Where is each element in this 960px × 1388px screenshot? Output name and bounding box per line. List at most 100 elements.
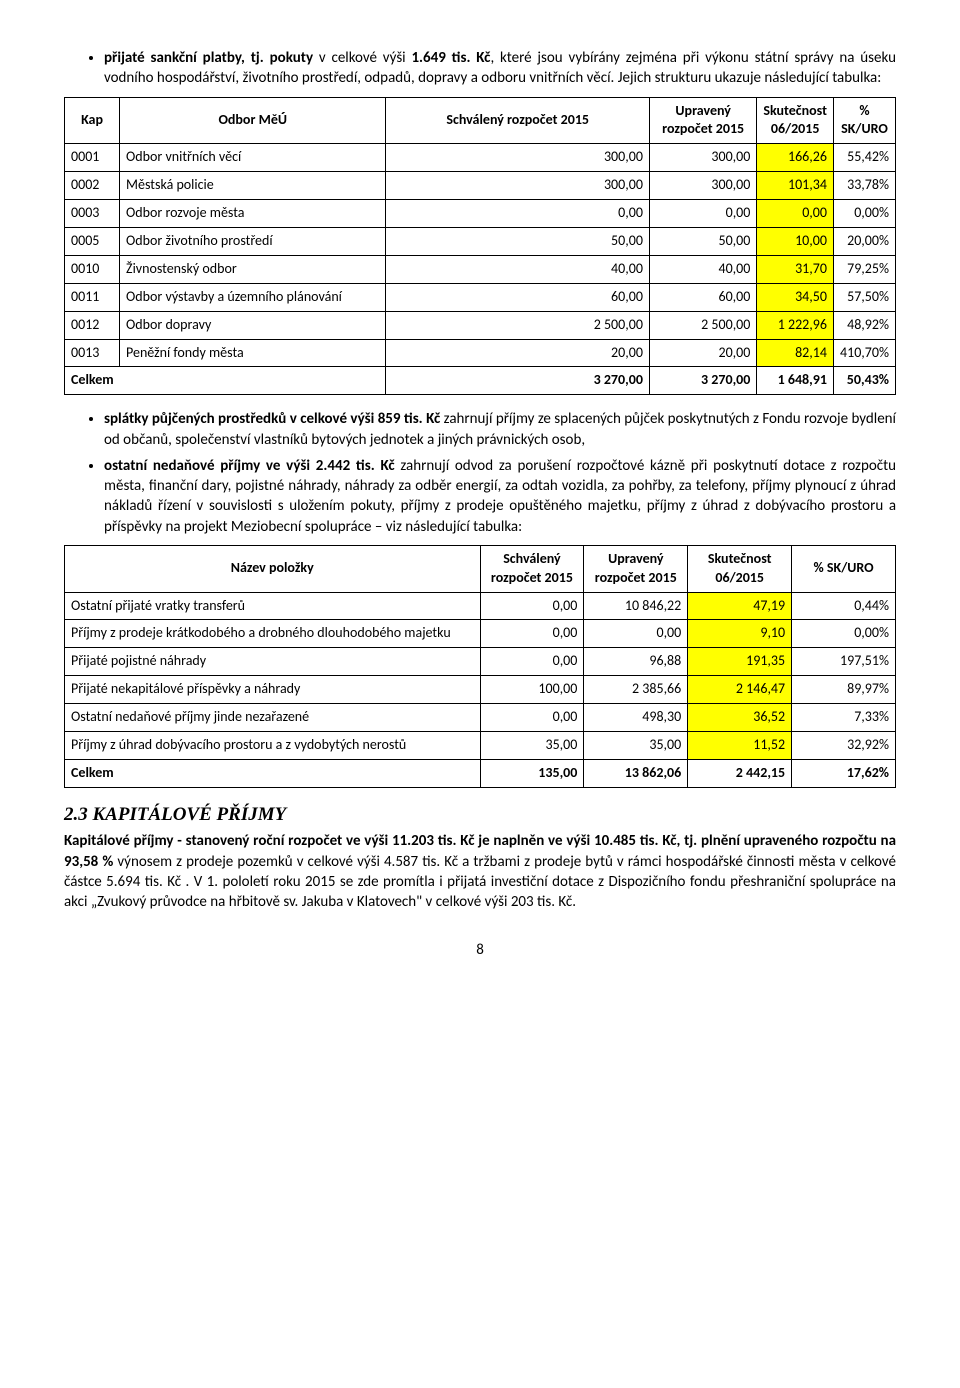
table-cell: Celkem xyxy=(65,367,386,395)
table-row: 0005Odbor životního prostředí50,0050,001… xyxy=(65,227,896,255)
table-cell: Odbor životního prostředí xyxy=(120,227,386,255)
table-cell: 9,10 xyxy=(688,620,792,648)
bullet-strong: ostatní nedaňové příjmy ve výši 2.442 ti… xyxy=(104,457,395,475)
table-cell: 0,00 xyxy=(584,620,688,648)
table-cell: 50,00 xyxy=(386,227,650,255)
table-row: 0002Městská policie300,00300,00101,3433,… xyxy=(65,172,896,200)
table-total-row: Celkem135,0013 862,062 442,1517,62% xyxy=(65,759,896,787)
table-cell: 0001 xyxy=(65,144,120,172)
table-cell: 1 222,96 xyxy=(757,311,834,339)
table-cell: 0,00 xyxy=(649,200,756,228)
table-cell: 2 385,66 xyxy=(584,676,688,704)
table-cell: Odbor výstavby a územního plánování xyxy=(120,283,386,311)
table-cell: 0012 xyxy=(65,311,120,339)
table-cell: 10,00 xyxy=(757,227,834,255)
table-cell: 48,92% xyxy=(833,311,895,339)
table-cell: 0,00 xyxy=(757,200,834,228)
table-cell: 40,00 xyxy=(649,255,756,283)
th-nazev: Název položky xyxy=(65,545,481,592)
table-cell: Přijaté pojistné náhrady xyxy=(65,648,481,676)
table-cell: 20,00 xyxy=(649,339,756,367)
table-row: Příjmy z prodeje krátkodobého a drobného… xyxy=(65,620,896,648)
table-cell: 0011 xyxy=(65,283,120,311)
table-cell: Celkem xyxy=(65,759,481,787)
table-cell: 100,00 xyxy=(480,676,584,704)
table-cell: Ostatní nedaňové příjmy jinde nezařazené xyxy=(65,704,481,732)
table-polozky: Název položky Schválený rozpočet 2015 Up… xyxy=(64,545,896,788)
bullet-mid: v celkové výši xyxy=(313,49,411,67)
table-row: 0012Odbor dopravy2 500,002 500,001 222,9… xyxy=(65,311,896,339)
table-row: 0001Odbor vnitřních věcí300,00300,00166,… xyxy=(65,144,896,172)
table-cell: 300,00 xyxy=(386,144,650,172)
table-cell: 35,00 xyxy=(480,732,584,760)
table-cell: 36,52 xyxy=(688,704,792,732)
th-skutecnost: Skutečnost 06/2015 xyxy=(757,97,834,144)
table-cell: Příjmy z úhrad dobývacího prostoru a z v… xyxy=(65,732,481,760)
table-cell: 101,34 xyxy=(757,172,834,200)
table-cell: 2 500,00 xyxy=(386,311,650,339)
table-cell: 35,00 xyxy=(584,732,688,760)
th-upraveny: Upravený rozpočet 2015 xyxy=(649,97,756,144)
table-cell: 0,00 xyxy=(480,592,584,620)
table-cell: 300,00 xyxy=(649,144,756,172)
table-cell: 55,42% xyxy=(833,144,895,172)
table-cell: 0,00 xyxy=(480,648,584,676)
bullet-amount: 1.649 tis. Kč xyxy=(411,49,490,67)
table-header-row: Kap Odbor MěÚ Schválený rozpočet 2015 Up… xyxy=(65,97,896,144)
table-cell: 32,92% xyxy=(792,732,896,760)
table-cell: 40,00 xyxy=(386,255,650,283)
table-cell: Příjmy z prodeje krátkodobého a drobného… xyxy=(65,620,481,648)
table-cell: Peněžní fondy města xyxy=(120,339,386,367)
th-procento: % SK/URO xyxy=(792,545,896,592)
table-row: 0003Odbor rozvoje města0,000,000,000,00% xyxy=(65,200,896,228)
table-cell: 0010 xyxy=(65,255,120,283)
table-row: Přijaté pojistné náhrady0,0096,88191,351… xyxy=(65,648,896,676)
table-row: 0011Odbor výstavby a územního plánování 6… xyxy=(65,283,896,311)
table-odbory: Kap Odbor MěÚ Schválený rozpočet 2015 Up… xyxy=(64,97,896,396)
table-cell: 2 500,00 xyxy=(649,311,756,339)
table-cell: 47,19 xyxy=(688,592,792,620)
table-row: 0013Peněžní fondy města20,0020,0082,1441… xyxy=(65,339,896,367)
table-cell: 0,00% xyxy=(833,200,895,228)
bullet-list-1: přijaté sankční platby, tj. pokuty v cel… xyxy=(64,48,896,89)
table-cell: 20,00% xyxy=(833,227,895,255)
th-schvaleny: Schválený rozpočet 2015 xyxy=(386,97,650,144)
th-upraveny: Upravený rozpočet 2015 xyxy=(584,545,688,592)
bullet-sankce: přijaté sankční platby, tj. pokuty v cel… xyxy=(104,48,896,89)
table-cell: 166,26 xyxy=(757,144,834,172)
table-cell: 79,25% xyxy=(833,255,895,283)
table-cell: 60,00 xyxy=(649,283,756,311)
table-cell: 17,62% xyxy=(792,759,896,787)
th-procento: % SK/URO xyxy=(833,97,895,144)
table-cell: 96,88 xyxy=(584,648,688,676)
table-cell: 0,44% xyxy=(792,592,896,620)
th-skutecnost: Skutečnost 06/2015 xyxy=(688,545,792,592)
bullet-strong: splátky půjčených prostředků v celkové v… xyxy=(104,410,440,428)
table-cell: Přijaté nekapitálové příspěvky a náhrady xyxy=(65,676,481,704)
bullet-strong: přijaté sankční platby, tj. pokuty xyxy=(104,49,313,67)
table-cell: Odbor dopravy xyxy=(120,311,386,339)
table-cell: 13 862,06 xyxy=(584,759,688,787)
table-cell: 0,00 xyxy=(480,704,584,732)
table-cell: 57,50% xyxy=(833,283,895,311)
table-cell: 0002 xyxy=(65,172,120,200)
table-cell: 20,00 xyxy=(386,339,650,367)
th-schvaleny: Schválený rozpočet 2015 xyxy=(480,545,584,592)
table-cell: 300,00 xyxy=(649,172,756,200)
table-cell: 34,50 xyxy=(757,283,834,311)
table-cell: 135,00 xyxy=(480,759,584,787)
table-row: Ostatní přijaté vratky transferů0,0010 8… xyxy=(65,592,896,620)
table-cell: 31,70 xyxy=(757,255,834,283)
table-cell: 10 846,22 xyxy=(584,592,688,620)
table-cell: 89,97% xyxy=(792,676,896,704)
table-cell: Živnostenský odbor xyxy=(120,255,386,283)
table-cell: 197,51% xyxy=(792,648,896,676)
table-cell: 0003 xyxy=(65,200,120,228)
table-cell: 191,35 xyxy=(688,648,792,676)
table-cell: 33,78% xyxy=(833,172,895,200)
table-header-row: Název položky Schválený rozpočet 2015 Up… xyxy=(65,545,896,592)
section-heading: 2.3 KAPITÁLOVÉ PŘÍJMY xyxy=(64,802,896,828)
table-cell: 0,00 xyxy=(386,200,650,228)
bullet-ostatni: ostatní nedaňové příjmy ve výši 2.442 ti… xyxy=(104,456,896,537)
table-row: Ostatní nedaňové příjmy jinde nezařazené… xyxy=(65,704,896,732)
